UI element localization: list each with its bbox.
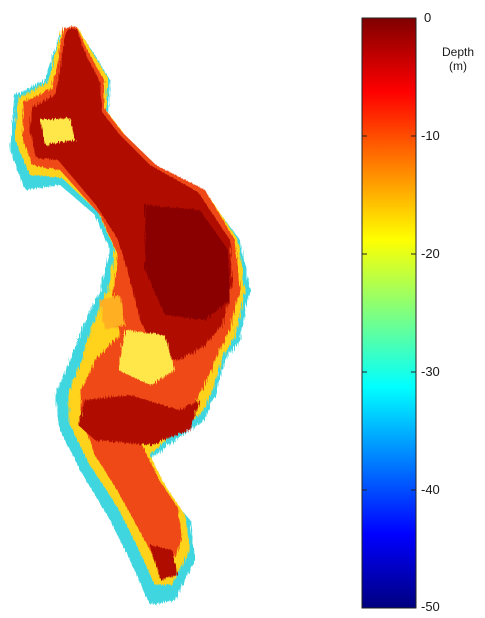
- colorbar-tick-label: -40: [421, 482, 440, 497]
- colorbar-ticks: [362, 17, 416, 609]
- colorbar-title: Depth (m): [434, 45, 482, 73]
- colorbar-title-line2: (m): [449, 59, 467, 73]
- colorbar-tick-label: -30: [421, 364, 440, 379]
- surface-highlights: [40, 118, 175, 385]
- colorbar-tick-label: -20: [421, 246, 440, 261]
- colorbar-tick-label: 0: [424, 10, 432, 25]
- surface-top: [30, 28, 232, 580]
- colorbar-title-line1: Depth: [441, 45, 475, 59]
- colorbar: [361, 17, 417, 609]
- colorbar-tick-label: -50: [421, 599, 440, 614]
- colorbar-tick-label: -10: [421, 128, 440, 143]
